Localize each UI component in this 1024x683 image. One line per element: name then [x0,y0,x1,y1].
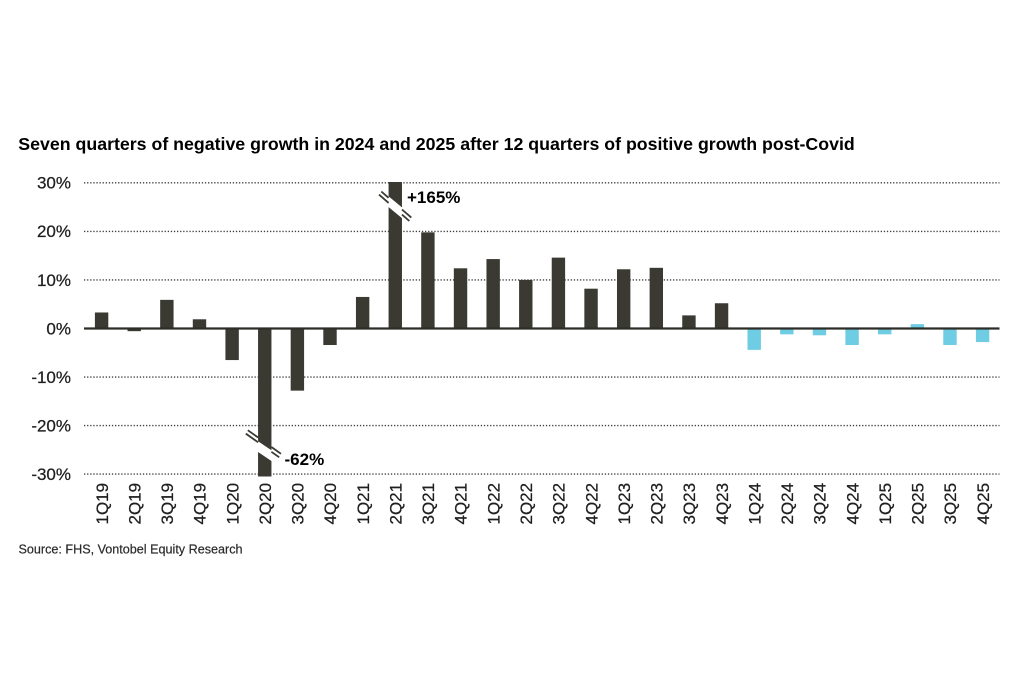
svg-text:3Q19: 3Q19 [158,483,177,525]
svg-text:4Q22: 4Q22 [582,483,601,525]
svg-text:4Q21: 4Q21 [452,483,471,525]
svg-text:4Q19: 4Q19 [191,483,210,525]
svg-text:0%: 0% [46,319,71,338]
svg-text:Source: FHS, Vontobel Equity R: Source: FHS, Vontobel Equity Research [19,542,243,556]
svg-text:20%: 20% [37,222,71,241]
svg-text:-10%: -10% [31,368,71,387]
svg-text:1Q25: 1Q25 [876,483,895,525]
svg-text:-62%: -62% [285,450,325,469]
svg-text:2Q24: 2Q24 [778,483,797,525]
svg-text:2Q20: 2Q20 [256,483,275,525]
svg-text:4Q23: 4Q23 [713,483,732,525]
svg-text:1Q22: 1Q22 [484,483,503,525]
svg-text:3Q22: 3Q22 [550,483,569,525]
svg-text:2Q22: 2Q22 [517,483,536,525]
svg-text:4Q20: 4Q20 [321,483,340,525]
svg-text:-30%: -30% [31,465,71,484]
svg-text:Seven quarters of negative gro: Seven quarters of negative growth in 202… [18,134,854,154]
svg-text:1Q21: 1Q21 [354,483,373,525]
svg-text:1Q19: 1Q19 [93,483,112,525]
svg-text:30%: 30% [37,174,71,193]
svg-text:3Q21: 3Q21 [419,483,438,525]
svg-text:4Q24: 4Q24 [843,483,862,525]
svg-text:2Q23: 2Q23 [648,483,667,525]
svg-text:-20%: -20% [31,416,71,435]
svg-text:+165%: +165% [407,188,460,207]
svg-text:4Q25: 4Q25 [974,483,993,525]
svg-text:3Q24: 3Q24 [811,483,830,525]
svg-text:1Q24: 1Q24 [745,483,764,525]
svg-text:3Q25: 3Q25 [941,483,960,525]
svg-text:2Q25: 2Q25 [909,483,928,525]
svg-text:1Q20: 1Q20 [223,483,242,525]
svg-text:1Q23: 1Q23 [615,483,634,525]
svg-text:2Q19: 2Q19 [125,483,144,525]
svg-text:3Q20: 3Q20 [289,483,308,525]
svg-text:3Q23: 3Q23 [680,483,699,525]
svg-text:2Q21: 2Q21 [386,483,405,525]
svg-text:10%: 10% [37,271,71,290]
